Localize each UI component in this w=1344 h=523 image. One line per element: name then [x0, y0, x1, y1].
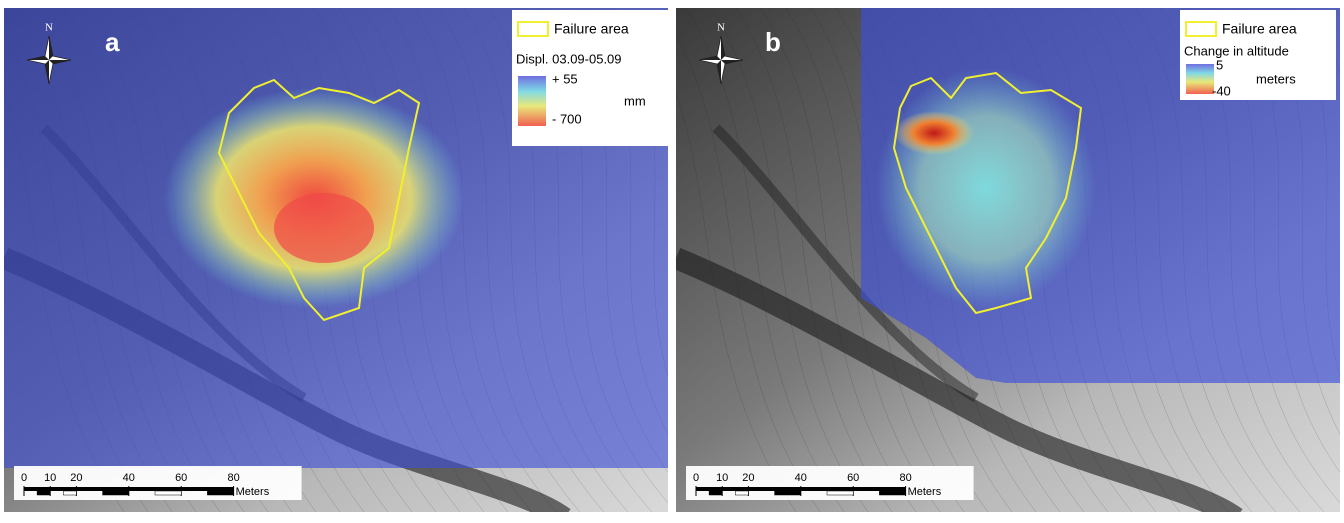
- legend-outline-label: Failure area: [1222, 21, 1297, 37]
- scale-segment: [181, 487, 233, 491]
- scale-tick-label: 10: [716, 472, 728, 484]
- scale-segment: [709, 491, 722, 495]
- scale-segment: [853, 487, 905, 491]
- scale-segment: [748, 487, 800, 491]
- scale-tick-label: 10: [44, 472, 56, 484]
- scale-segment: [103, 491, 129, 495]
- scale-segment: [696, 487, 722, 491]
- scale-segment: [37, 491, 50, 495]
- scale-bar: 0 10 20 40 60 80 Meters: [14, 466, 302, 500]
- scale-unit: Meters: [908, 486, 942, 498]
- scale-tick-label: 40: [795, 472, 807, 484]
- scale-segment: [24, 487, 50, 491]
- legend-outline-label: Failure area: [554, 21, 629, 37]
- heat: [876, 68, 1096, 308]
- legend-min: -40: [1212, 83, 1231, 98]
- color-ramp: [518, 76, 546, 126]
- scale-segment: [722, 487, 748, 491]
- scale-segment: [801, 487, 853, 491]
- scale-segment: [129, 487, 181, 491]
- north-label: N: [717, 22, 725, 34]
- legend-title: Displ. 03.09-05.09: [516, 51, 622, 66]
- scale-unit: Meters: [236, 486, 270, 498]
- scale-segment: [879, 491, 905, 495]
- heat: [274, 193, 374, 263]
- scale-segment: [50, 487, 76, 491]
- scale-tick-label: 40: [123, 472, 135, 484]
- scale-tick-label: 0: [693, 472, 699, 484]
- scale-segment: [76, 487, 128, 491]
- legend-unit: meters: [1256, 71, 1296, 86]
- scale-segment: [827, 491, 853, 495]
- scale-bar: 0 10 20 40 60 80 Meters: [686, 466, 974, 500]
- scale-tick-label: 20: [70, 472, 82, 484]
- scale-segment: [735, 491, 748, 495]
- scale-segment: [155, 491, 181, 495]
- scale-tick-label: 80: [899, 472, 911, 484]
- legend-min: - 700: [552, 111, 582, 126]
- north-label: N: [45, 22, 53, 34]
- panel-label: a: [105, 27, 120, 57]
- legend-max: 5: [1216, 57, 1223, 72]
- color-ramp: [1186, 64, 1214, 94]
- scale-segment: [63, 491, 76, 495]
- scale-tick-label: 60: [847, 472, 859, 484]
- hot-spot: [894, 111, 974, 155]
- scale-tick-label: 0: [21, 472, 27, 484]
- scale-segment: [207, 491, 233, 495]
- legend-unit: mm: [624, 93, 646, 108]
- scale-segment: [775, 491, 801, 495]
- legend: Failure area Displ. 03.09-05.09 + 55 - 700 m…: [512, 10, 668, 146]
- figure: a N Failure area Displ. 03.09-05.09 + 55 - 70…: [0, 0, 1344, 518]
- legend-title: Change in altitude: [1184, 43, 1289, 58]
- scale-tick-label: 20: [742, 472, 754, 484]
- scale-tick-label: 80: [227, 472, 239, 484]
- scale-tick-label: 60: [175, 472, 187, 484]
- legend-max: + 55: [552, 71, 578, 86]
- panel-label: b: [765, 27, 781, 57]
